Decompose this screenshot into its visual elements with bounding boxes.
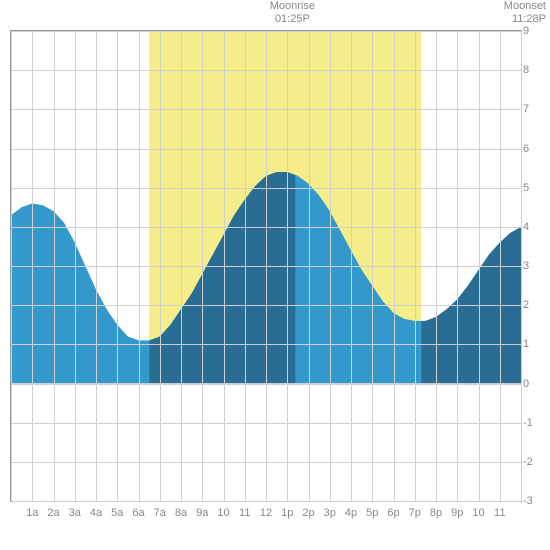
- plot-area: -3-2-101234567891a2a3a4a5a6a7a8a9a101112…: [10, 30, 522, 502]
- grid-line-v: [245, 31, 246, 501]
- grid-line-v: [202, 31, 203, 501]
- grid-line-v: [32, 31, 33, 501]
- y-axis-label: 7: [523, 103, 539, 115]
- grid-line-v: [415, 31, 416, 501]
- grid-line-v: [287, 31, 288, 501]
- grid-line-v: [160, 31, 161, 501]
- moonrise-label: Moonrise 01:25P: [270, 0, 315, 26]
- y-axis-label: 4: [523, 221, 539, 233]
- grid-line-v: [54, 31, 55, 501]
- grid-line-v: [479, 31, 480, 501]
- moonset-label: Moonset 11:28P: [504, 0, 546, 26]
- grid-line-v: [457, 31, 458, 501]
- x-axis-label: 1a: [26, 507, 38, 519]
- grid-line-v: [224, 31, 225, 501]
- y-axis-label: 8: [523, 64, 539, 76]
- x-axis-label: 10: [472, 507, 484, 519]
- x-axis-label: 9a: [196, 507, 208, 519]
- y-axis-label: 0: [523, 378, 539, 390]
- grid-line-v: [266, 31, 267, 501]
- grid-line-v: [394, 31, 395, 501]
- y-axis-label: -2: [523, 456, 539, 468]
- y-axis-label: -3: [523, 495, 539, 507]
- x-axis-label: 11: [494, 507, 505, 519]
- x-axis-label: 6a: [132, 507, 144, 519]
- y-axis-label: 5: [523, 182, 539, 194]
- moonset-title: Moonset: [504, 0, 546, 13]
- header-labels: Moonrise 01:25P Moonset 11:28P: [0, 0, 550, 30]
- y-axis-label: -1: [523, 417, 539, 429]
- x-axis-label: 8p: [430, 507, 442, 519]
- grid-line-v: [372, 31, 373, 501]
- x-axis-label: 5a: [111, 507, 123, 519]
- y-axis-label: 2: [523, 299, 539, 311]
- grid-line-v: [521, 31, 522, 501]
- grid-line-v: [330, 31, 331, 501]
- x-axis-label: 7p: [409, 507, 421, 519]
- x-axis-label: 7a: [154, 507, 166, 519]
- x-axis-label: 3a: [69, 507, 81, 519]
- x-axis-label: 11: [239, 507, 250, 519]
- grid-line-v: [139, 31, 140, 501]
- x-axis-label: 2a: [47, 507, 59, 519]
- x-axis-label: 10: [217, 507, 229, 519]
- x-axis-label: 12: [260, 507, 272, 519]
- y-axis-label: 6: [523, 143, 539, 155]
- x-axis-label: 4p: [345, 507, 357, 519]
- grid-line-v: [181, 31, 182, 501]
- grid-line-v: [309, 31, 310, 501]
- grid-line-v: [96, 31, 97, 501]
- tide-chart: Moonrise 01:25P Moonset 11:28P -3-2-1012…: [0, 0, 550, 550]
- grid-line-v: [75, 31, 76, 501]
- x-axis-label: 1p: [281, 507, 293, 519]
- y-axis-label: 9: [523, 25, 539, 37]
- x-axis-label: 4a: [90, 507, 102, 519]
- x-axis-label: 3p: [324, 507, 336, 519]
- x-axis-label: 8a: [175, 507, 187, 519]
- grid-line-v: [500, 31, 501, 501]
- moonrise-time: 01:25P: [270, 13, 315, 26]
- y-axis-label: 3: [523, 260, 539, 272]
- grid-line-v: [11, 31, 12, 501]
- moonrise-title: Moonrise: [270, 0, 315, 13]
- x-axis-label: 9p: [451, 507, 463, 519]
- grid-line-v: [117, 31, 118, 501]
- grid-line-v: [436, 31, 437, 501]
- x-axis-label: 5p: [366, 507, 378, 519]
- grid-line-h: [11, 501, 521, 502]
- y-axis-label: 1: [523, 338, 539, 350]
- x-axis-label: 2p: [302, 507, 314, 519]
- grid-line-v: [351, 31, 352, 501]
- x-axis-label: 6p: [387, 507, 399, 519]
